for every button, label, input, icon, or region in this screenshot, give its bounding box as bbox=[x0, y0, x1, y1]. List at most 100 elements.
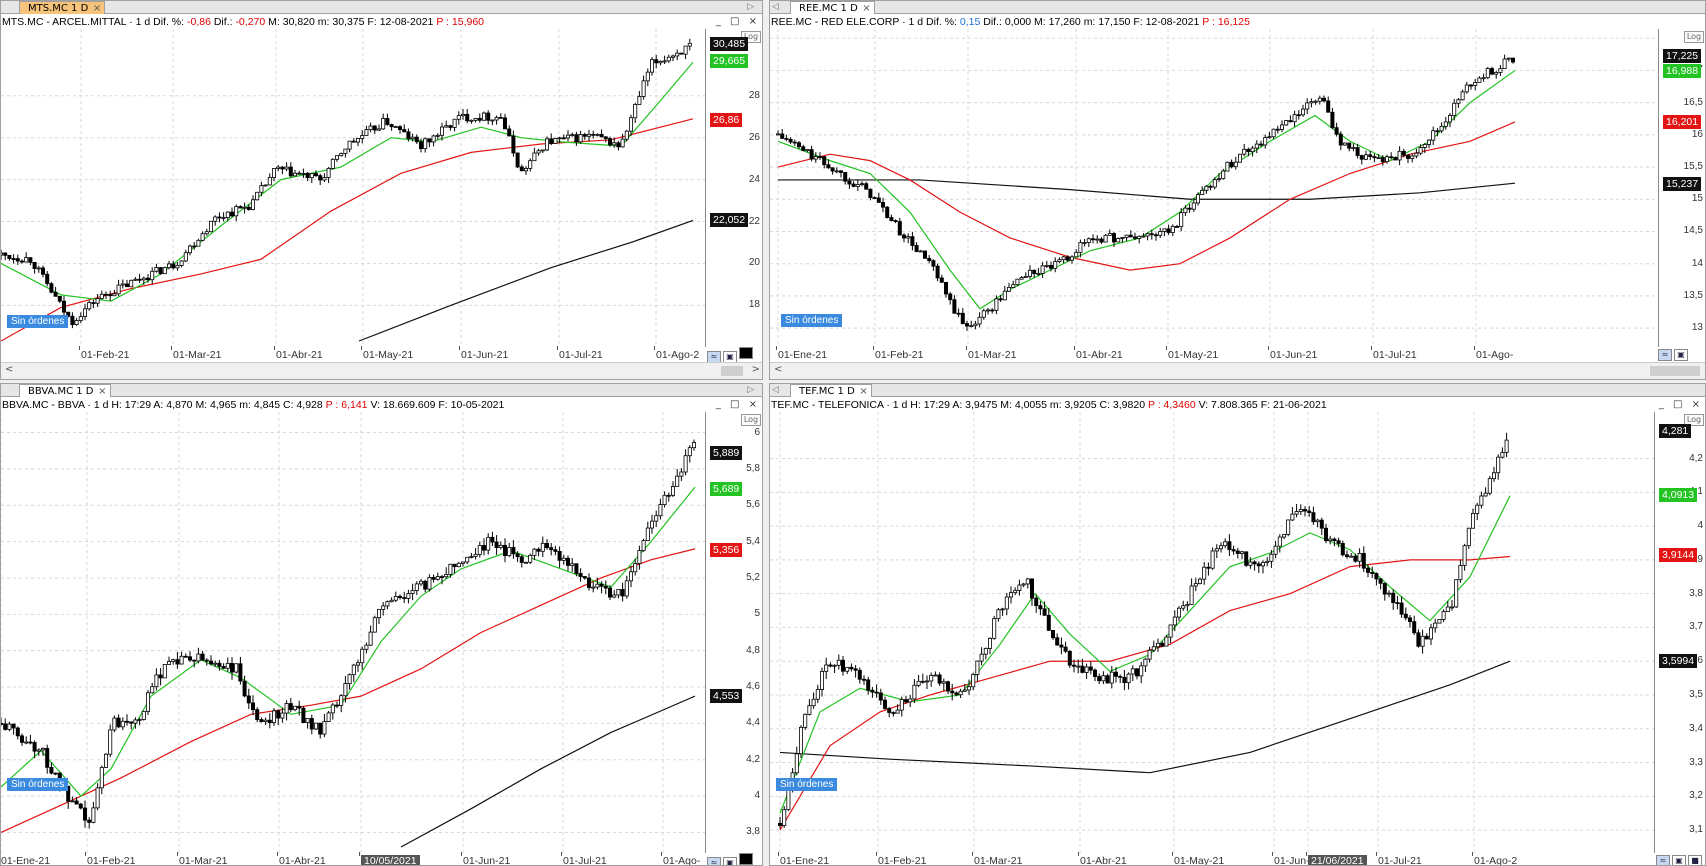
time-axis[interactable]: 01-Ene-21 01-Feb-21 01-Mar-21 01-Abr-21 01-M… bbox=[770, 852, 1654, 865]
save-icon[interactable]: ▣ bbox=[1672, 855, 1686, 865]
candle-body bbox=[372, 617, 377, 633]
log-scale-button[interactable]: Log bbox=[1684, 31, 1704, 43]
candle bbox=[1492, 466, 1497, 482]
candle-body bbox=[364, 644, 369, 650]
price-axis[interactable]: 6 5,8 5,6 5,4 5,2 5 4,8 4,6 4,4 4,2 4 3,8 Log 5,889 5,… bbox=[705, 412, 762, 853]
scroll-right-icon[interactable]: > bbox=[751, 364, 760, 375]
scroll-thumb[interactable] bbox=[1650, 366, 1700, 376]
price-axis[interactable]: 17,51716,51615,51514,51413,513Log17,2251… bbox=[1658, 29, 1705, 347]
scroll-right-icon[interactable]: ▷ bbox=[747, 2, 754, 12]
candle-body bbox=[473, 117, 478, 121]
date-value: 12-08-2021 bbox=[1145, 16, 1200, 28]
candle bbox=[431, 134, 436, 147]
candle bbox=[104, 753, 109, 768]
window-controls[interactable]: _ □ × bbox=[715, 16, 760, 27]
price-plot[interactable] bbox=[1, 412, 705, 853]
chart-tools[interactable]: ≈▣■ bbox=[1658, 347, 1705, 375]
price-tick-label: 3,5 bbox=[1689, 688, 1703, 700]
chart-tools[interactable]: ≈ ▣ bbox=[707, 347, 755, 363]
candle-body bbox=[267, 719, 272, 724]
tab-mts[interactable]: MTS.MC 1 D × bbox=[19, 1, 106, 14]
close-icon[interactable]: × bbox=[859, 386, 868, 397]
fill-icon[interactable] bbox=[739, 853, 753, 865]
price-plot[interactable] bbox=[1, 29, 705, 347]
candle bbox=[15, 254, 20, 265]
window-controls[interactable]: _ □ × bbox=[1658, 399, 1703, 410]
candle bbox=[465, 109, 470, 124]
candle-body bbox=[645, 527, 650, 541]
candle-body bbox=[1343, 142, 1348, 146]
candle-body bbox=[545, 138, 550, 151]
time-axis[interactable]: 01-Feb-21 01-Mar-21 01-Abr-21 01-May-21 01-J… bbox=[1, 346, 705, 361]
chart-tools[interactable]: ≈▣■ bbox=[1656, 853, 1704, 865]
candle-body bbox=[549, 138, 554, 144]
candle bbox=[962, 684, 967, 692]
tab-tef[interactable]: TEF.MC 1 D × bbox=[790, 384, 872, 397]
log-scale-button[interactable]: Log bbox=[1684, 414, 1704, 426]
ema-fast-line bbox=[779, 495, 1511, 814]
candle bbox=[956, 308, 961, 318]
candle-body bbox=[460, 561, 465, 564]
candle bbox=[120, 717, 125, 731]
log-scale-button[interactable]: Log bbox=[741, 414, 761, 426]
fill-icon[interactable] bbox=[739, 347, 753, 359]
candle-body bbox=[1237, 153, 1242, 163]
price-axis[interactable]: 28 26 24 22 20 18 Log 30,485 29,665 26,86 22,052 bbox=[705, 29, 762, 347]
candle-body bbox=[410, 590, 415, 594]
scroll-left-icon[interactable]: < bbox=[774, 364, 783, 375]
candle-body bbox=[1336, 540, 1341, 544]
time-axis[interactable]: 01-Ene-21 01-Feb-21 01-Mar-21 01-Abr-21 10/0… bbox=[1, 852, 705, 865]
candle-body bbox=[776, 133, 781, 136]
chart-tools[interactable]: ≈ ▣ bbox=[707, 853, 755, 865]
candle-body bbox=[1116, 238, 1121, 243]
candle-body bbox=[1004, 596, 1009, 610]
candle bbox=[473, 117, 478, 123]
stop-icon[interactable]: ■ bbox=[1688, 855, 1702, 865]
close-icon[interactable]: × bbox=[862, 3, 871, 14]
scroll-left-icon[interactable]: ◁ bbox=[772, 385, 779, 395]
zoom-icon[interactable]: ≈ bbox=[1658, 349, 1672, 361]
scroll-thumb[interactable] bbox=[721, 366, 743, 376]
window-controls[interactable]: _ □ × bbox=[715, 399, 760, 410]
time-axis[interactable]: 01-Ene-21 01-Feb-21 01-Mar-21 01-Abr-21 01-M… bbox=[770, 346, 1658, 361]
candle-body bbox=[809, 149, 814, 160]
scroll-right-icon[interactable]: ▷ bbox=[747, 385, 754, 395]
min-value: 4,845 bbox=[253, 399, 281, 411]
candle bbox=[1460, 89, 1465, 101]
candle-body bbox=[1324, 527, 1329, 542]
zoom-icon[interactable]: ≈ bbox=[1656, 855, 1670, 865]
tab-ree[interactable]: REE.MC 1 D × bbox=[790, 1, 875, 14]
candle bbox=[578, 130, 583, 144]
candle-body bbox=[1134, 668, 1139, 677]
price-axis[interactable]: 4,24,143,93,83,73,63,53,43,33,23,1Log4,2… bbox=[1654, 412, 1705, 853]
zoom-icon[interactable]: ≈ bbox=[707, 857, 721, 865]
candle-body bbox=[360, 648, 365, 664]
close-icon[interactable]: × bbox=[92, 3, 102, 14]
candle-body bbox=[322, 177, 327, 181]
scroll-left-icon[interactable]: ◁ bbox=[772, 2, 779, 12]
tab-bbva[interactable]: BBVA.MC 1 D × bbox=[19, 384, 111, 397]
horizontal-scrollbar[interactable]: < bbox=[770, 362, 1705, 379]
candle bbox=[679, 468, 684, 481]
candle bbox=[1477, 76, 1482, 83]
save-icon[interactable]: ▣ bbox=[723, 857, 737, 865]
p-label: P : bbox=[436, 16, 449, 28]
price-plot[interactable] bbox=[770, 412, 1654, 853]
scroll-left-icon[interactable]: < bbox=[5, 364, 14, 375]
candle bbox=[1288, 115, 1293, 123]
min-value: 30,375 bbox=[332, 16, 365, 28]
candle bbox=[1418, 144, 1423, 156]
a-label: A: bbox=[153, 399, 164, 411]
save-icon[interactable]: ▣ bbox=[1674, 349, 1688, 361]
candle-body bbox=[7, 254, 12, 259]
sma-long-line bbox=[778, 179, 1516, 200]
candle-body bbox=[1202, 566, 1207, 580]
candle bbox=[524, 561, 529, 564]
horizontal-scrollbar[interactable]: < > bbox=[1, 362, 762, 379]
candle bbox=[570, 132, 575, 137]
ema-mid-line bbox=[779, 555, 1511, 831]
price-plot[interactable] bbox=[770, 29, 1658, 347]
candle bbox=[49, 282, 54, 294]
candle bbox=[1277, 534, 1282, 553]
close-icon[interactable]: × bbox=[98, 386, 107, 397]
